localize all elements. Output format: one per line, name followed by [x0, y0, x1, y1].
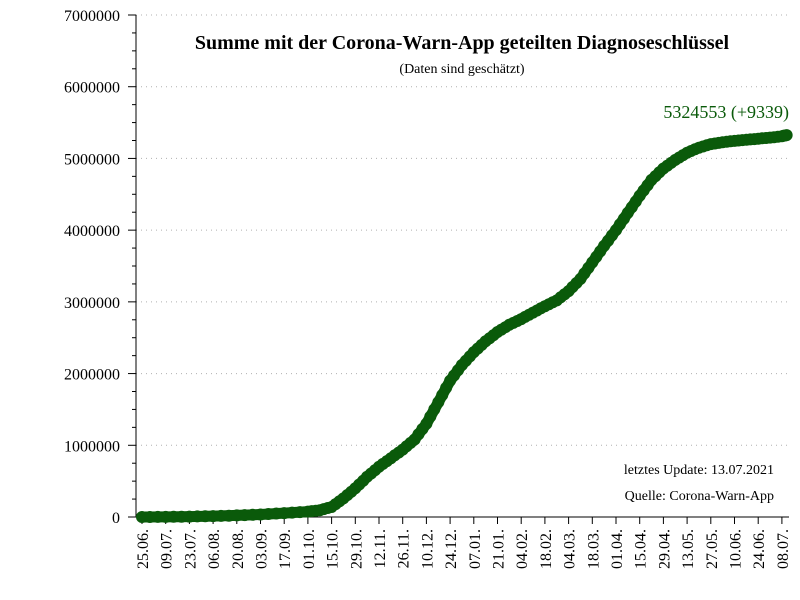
x-tick-label: 29.04.	[656, 529, 673, 569]
x-tick-label: 27.05.	[704, 529, 721, 569]
y-ticks: 0 1000000 2000000 3000000 4000000 5000000 6000…	[64, 8, 136, 527]
x-tick-label: 09.07.	[159, 529, 176, 569]
x-tick-label: 15.04.	[633, 529, 650, 569]
chart-subtitle: (Daten sind geschätzt)	[399, 62, 525, 77]
y-tick-label: 7000000	[64, 8, 120, 25]
x-ticks: 25.06. 09.07. 23.07. 06.08. 20.08. 03.09. 17.0…	[135, 517, 792, 569]
update-note: letztes Update: 13.07.2021	[624, 463, 774, 478]
y-tick-label: 3000000	[64, 295, 120, 312]
x-tick-label: 04.02.	[514, 529, 531, 569]
y-tick-label: 0	[112, 510, 120, 527]
x-tick-label: 29.10.	[348, 529, 365, 569]
series	[136, 129, 793, 523]
x-tick-label: 24.12.	[443, 529, 460, 569]
x-tick-label: 26.11.	[396, 529, 413, 568]
x-tick-label: 25.06.	[135, 529, 152, 569]
x-tick-label: 20.08.	[230, 529, 247, 569]
x-tick-label: 23.07.	[182, 529, 199, 569]
y-tick-label: 1000000	[64, 438, 120, 455]
y-tick-label: 5000000	[64, 151, 120, 168]
last-value-label: 5324553 (+9339)	[663, 102, 789, 123]
x-tick-label: 15.10.	[325, 529, 342, 569]
x-tick-label: 04.03.	[562, 529, 579, 569]
y-tick-label: 6000000	[64, 80, 120, 97]
data-point-last	[780, 129, 793, 142]
source-note: Quelle: Corona-Warn-App	[625, 489, 774, 504]
x-tick-label: 01.10.	[301, 529, 318, 569]
x-tick-label: 10.12.	[419, 529, 436, 569]
y-tick-label: 4000000	[64, 223, 120, 240]
x-tick-label: 24.06.	[751, 529, 768, 569]
x-tick-label: 03.09.	[254, 529, 271, 569]
x-tick-label: 13.05.	[680, 529, 697, 569]
x-tick-label: 06.08.	[206, 529, 223, 569]
x-tick-label: 18.03.	[585, 529, 602, 569]
x-tick-label: 17.09.	[277, 529, 294, 569]
x-tick-label: 21.01.	[491, 529, 508, 569]
x-tick-label: 08.07.	[775, 529, 792, 569]
x-tick-label: 10.06.	[728, 529, 745, 569]
chart-title: Summe mit der Corona-Warn-App geteilten …	[195, 32, 730, 54]
x-tick-label: 07.01.	[467, 529, 484, 569]
y-tick-label: 2000000	[64, 367, 120, 384]
plot-area	[136, 15, 789, 517]
x-tick-label: 12.11.	[372, 529, 389, 568]
x-tick-label: 01.04.	[609, 529, 626, 569]
x-tick-label: 18.02.	[538, 529, 555, 569]
